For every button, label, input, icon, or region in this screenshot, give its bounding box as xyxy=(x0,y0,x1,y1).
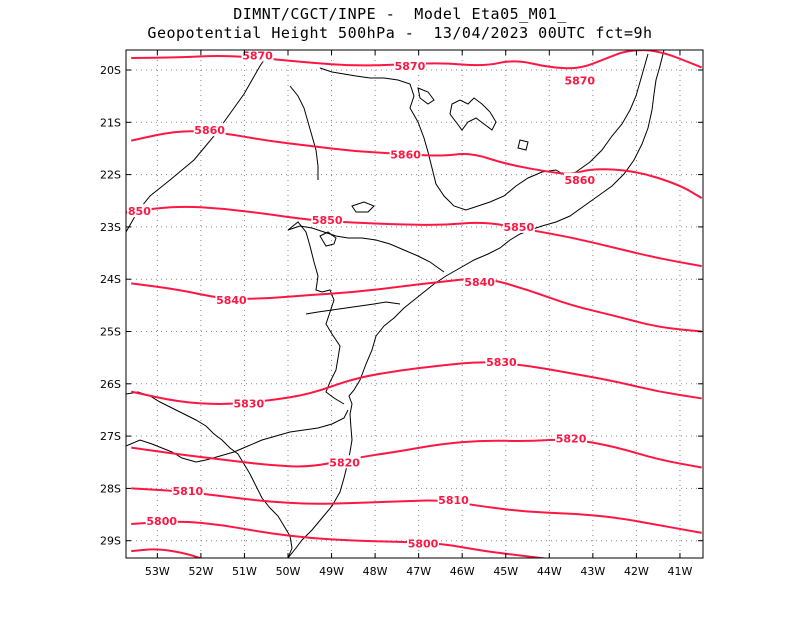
contour-label-bg xyxy=(502,219,535,233)
lat-label: 28S xyxy=(100,482,121,495)
contour-line-5830 xyxy=(131,361,702,405)
latitude-axis-labels: 20S 21S 22S 23S 24S 25S 26S 27S 28S 29S xyxy=(100,64,703,548)
contour-label-bg xyxy=(407,536,440,550)
coastline-segment xyxy=(449,97,497,131)
contour-label-bg xyxy=(193,123,226,137)
lat-label: 21S xyxy=(100,116,121,129)
coastline-segment xyxy=(305,301,401,315)
contour-label: 5820 xyxy=(329,456,360,469)
lon-label: 49W xyxy=(319,565,344,578)
lon-label: 53W xyxy=(145,565,170,578)
contour-label-bg xyxy=(563,172,596,186)
lon-label: 51W xyxy=(232,565,257,578)
contour-line-5800 xyxy=(131,520,550,558)
contour-label-bg xyxy=(555,431,588,445)
lon-label: 45W xyxy=(493,565,518,578)
contour-label-bg xyxy=(393,58,426,72)
lon-label: 41W xyxy=(668,565,693,578)
contour-label: 5870 xyxy=(395,60,426,73)
lat-label: 26S xyxy=(100,378,121,391)
contour-label: 5820 xyxy=(556,433,587,446)
contour-label: 5860 xyxy=(194,124,225,137)
lon-label: 50W xyxy=(276,565,301,578)
lon-label: 42W xyxy=(624,565,649,578)
contour-label-bg xyxy=(311,213,344,227)
lon-label: 48W xyxy=(363,565,388,578)
lat-label: 24S xyxy=(100,273,121,286)
coastline-and-borders xyxy=(126,50,665,558)
coastline-segment xyxy=(575,53,649,173)
contour-labels: 5870 5870 5870 5860 5860 5860 5850 5850 5850 5840… xyxy=(120,49,596,550)
contour-label: 5840 xyxy=(216,294,247,307)
contour-line-5840 xyxy=(131,277,702,333)
contour-label-bg xyxy=(232,396,265,410)
contour-label-bg xyxy=(328,455,361,469)
contour-label-bg xyxy=(241,50,274,62)
contour-label-bg xyxy=(437,492,470,506)
lon-label: 52W xyxy=(188,565,213,578)
contour-label-bg xyxy=(389,147,422,161)
coastline-segment xyxy=(287,50,665,558)
contour-label: 5850 xyxy=(312,214,343,227)
contour-line-5820 xyxy=(131,438,702,469)
coastline-segment xyxy=(126,391,293,558)
coastline-segment xyxy=(205,409,349,461)
lon-label: 43W xyxy=(580,565,605,578)
map-title-line2: Geopotential Height 500hPa - 13/04/2023 … xyxy=(147,24,653,42)
coastline-segment xyxy=(517,139,529,151)
coastline-segment xyxy=(287,221,345,405)
coastline-segment xyxy=(287,225,445,273)
coastline-segment xyxy=(126,439,207,463)
contour-label: 5850 xyxy=(120,205,151,218)
contour-label-bg xyxy=(563,73,596,87)
lat-label: 23S xyxy=(100,221,121,234)
contour-label-bg xyxy=(171,484,204,498)
coastline-segment xyxy=(319,231,337,247)
contour-line-5860 xyxy=(131,130,703,199)
coastline-segment xyxy=(351,201,375,213)
map-title-line1: DIMNT/CGCT/INPE - Model Eta05_M01_ xyxy=(233,5,567,23)
lon-label: 44W xyxy=(537,565,562,578)
height-contours xyxy=(131,50,703,558)
lat-label: 20S xyxy=(100,64,121,77)
lon-label: 46W xyxy=(450,565,475,578)
contour-label: 5870 xyxy=(242,49,273,62)
contour-label-bg xyxy=(126,204,152,218)
lat-lon-grid xyxy=(126,50,703,558)
contour-label: 5810 xyxy=(438,494,469,507)
longitude-axis-labels: 53W 52W 51W 50W 49W 48W 47W 46W 45W 44W 43W 42W 41W xyxy=(145,50,693,578)
contour-label: 5800 xyxy=(146,515,177,528)
contour-line-5850 xyxy=(131,205,702,268)
contour-label-bg xyxy=(485,354,518,368)
contour-label: 5860 xyxy=(390,149,421,162)
contour-label: 5830 xyxy=(233,398,264,411)
lon-label: 47W xyxy=(406,565,431,578)
contour-label: 5850 xyxy=(504,221,535,234)
coastline-segment xyxy=(319,67,577,211)
lat-label: 29S xyxy=(100,535,121,548)
lat-label: 22S xyxy=(100,169,121,182)
lat-label: 25S xyxy=(100,326,121,339)
contour-label: 5870 xyxy=(564,74,595,87)
map-frame xyxy=(125,49,704,559)
contour-label: 5860 xyxy=(564,174,595,187)
contour-label-bg xyxy=(215,293,248,307)
contour-label-bg xyxy=(145,513,178,527)
contour-line-5870 xyxy=(131,50,703,70)
contour-label-bg xyxy=(463,274,496,288)
contour-label: 5830 xyxy=(486,356,517,369)
coastline-segment xyxy=(289,85,319,180)
contour-label: 5800 xyxy=(408,537,439,550)
contour-label: 5810 xyxy=(173,485,204,498)
contour-line-5790 xyxy=(131,548,203,558)
contour-line-5810 xyxy=(131,487,702,534)
coastline-segment xyxy=(417,87,435,105)
lat-label: 27S xyxy=(100,430,121,443)
contour-label: 5840 xyxy=(464,276,495,289)
coastline-segment xyxy=(126,53,269,233)
